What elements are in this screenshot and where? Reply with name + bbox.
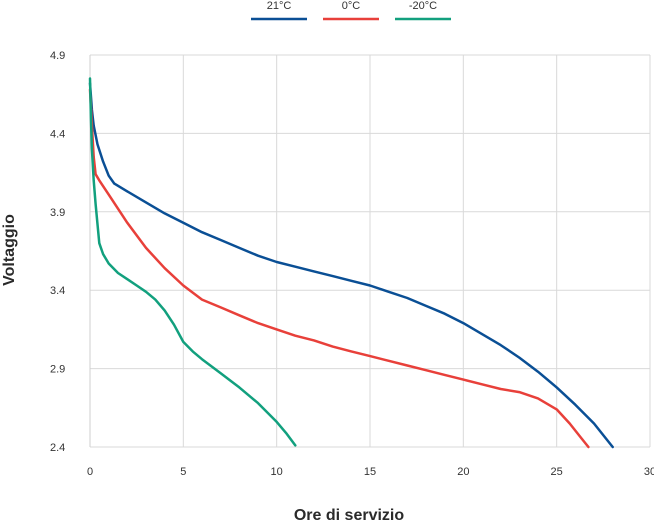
x-tick-label: 0 xyxy=(87,466,93,478)
y-tick-label: 2.4 xyxy=(50,442,65,454)
legend-label: -20°C xyxy=(409,0,437,12)
y-tick-label: 4.9 xyxy=(50,50,65,62)
x-tick-label: 25 xyxy=(551,466,563,478)
grid-lines xyxy=(89,54,651,448)
y-tick-label: 3.9 xyxy=(50,207,65,219)
y-tick-label: 2.9 xyxy=(50,364,65,376)
series-line xyxy=(88,88,590,449)
x-tick-label: 5 xyxy=(180,466,186,478)
x-axis-title: Ore di servizio xyxy=(294,507,404,521)
x-tick-label: 20 xyxy=(457,466,469,478)
y-tick-label: 4.4 xyxy=(50,128,65,140)
x-tick-label: 15 xyxy=(364,466,376,478)
series-line xyxy=(88,77,297,447)
y-axis-title: Voltaggio xyxy=(1,214,18,286)
y-tick-label: 3.4 xyxy=(50,285,65,297)
x-tick-label: 10 xyxy=(271,466,283,478)
legend-label: 21°C xyxy=(267,0,292,12)
axes: 0 5 10 15 20 25 30 2.4 2.9 3.4 3.9 4.4 4.9 xyxy=(50,50,654,478)
legend-label: 0°C xyxy=(342,0,361,12)
series-lines xyxy=(88,77,614,449)
series-line xyxy=(88,81,614,449)
x-tick-label: 30 xyxy=(644,466,654,478)
legend: 21°C 0°C -20°C xyxy=(251,0,451,21)
